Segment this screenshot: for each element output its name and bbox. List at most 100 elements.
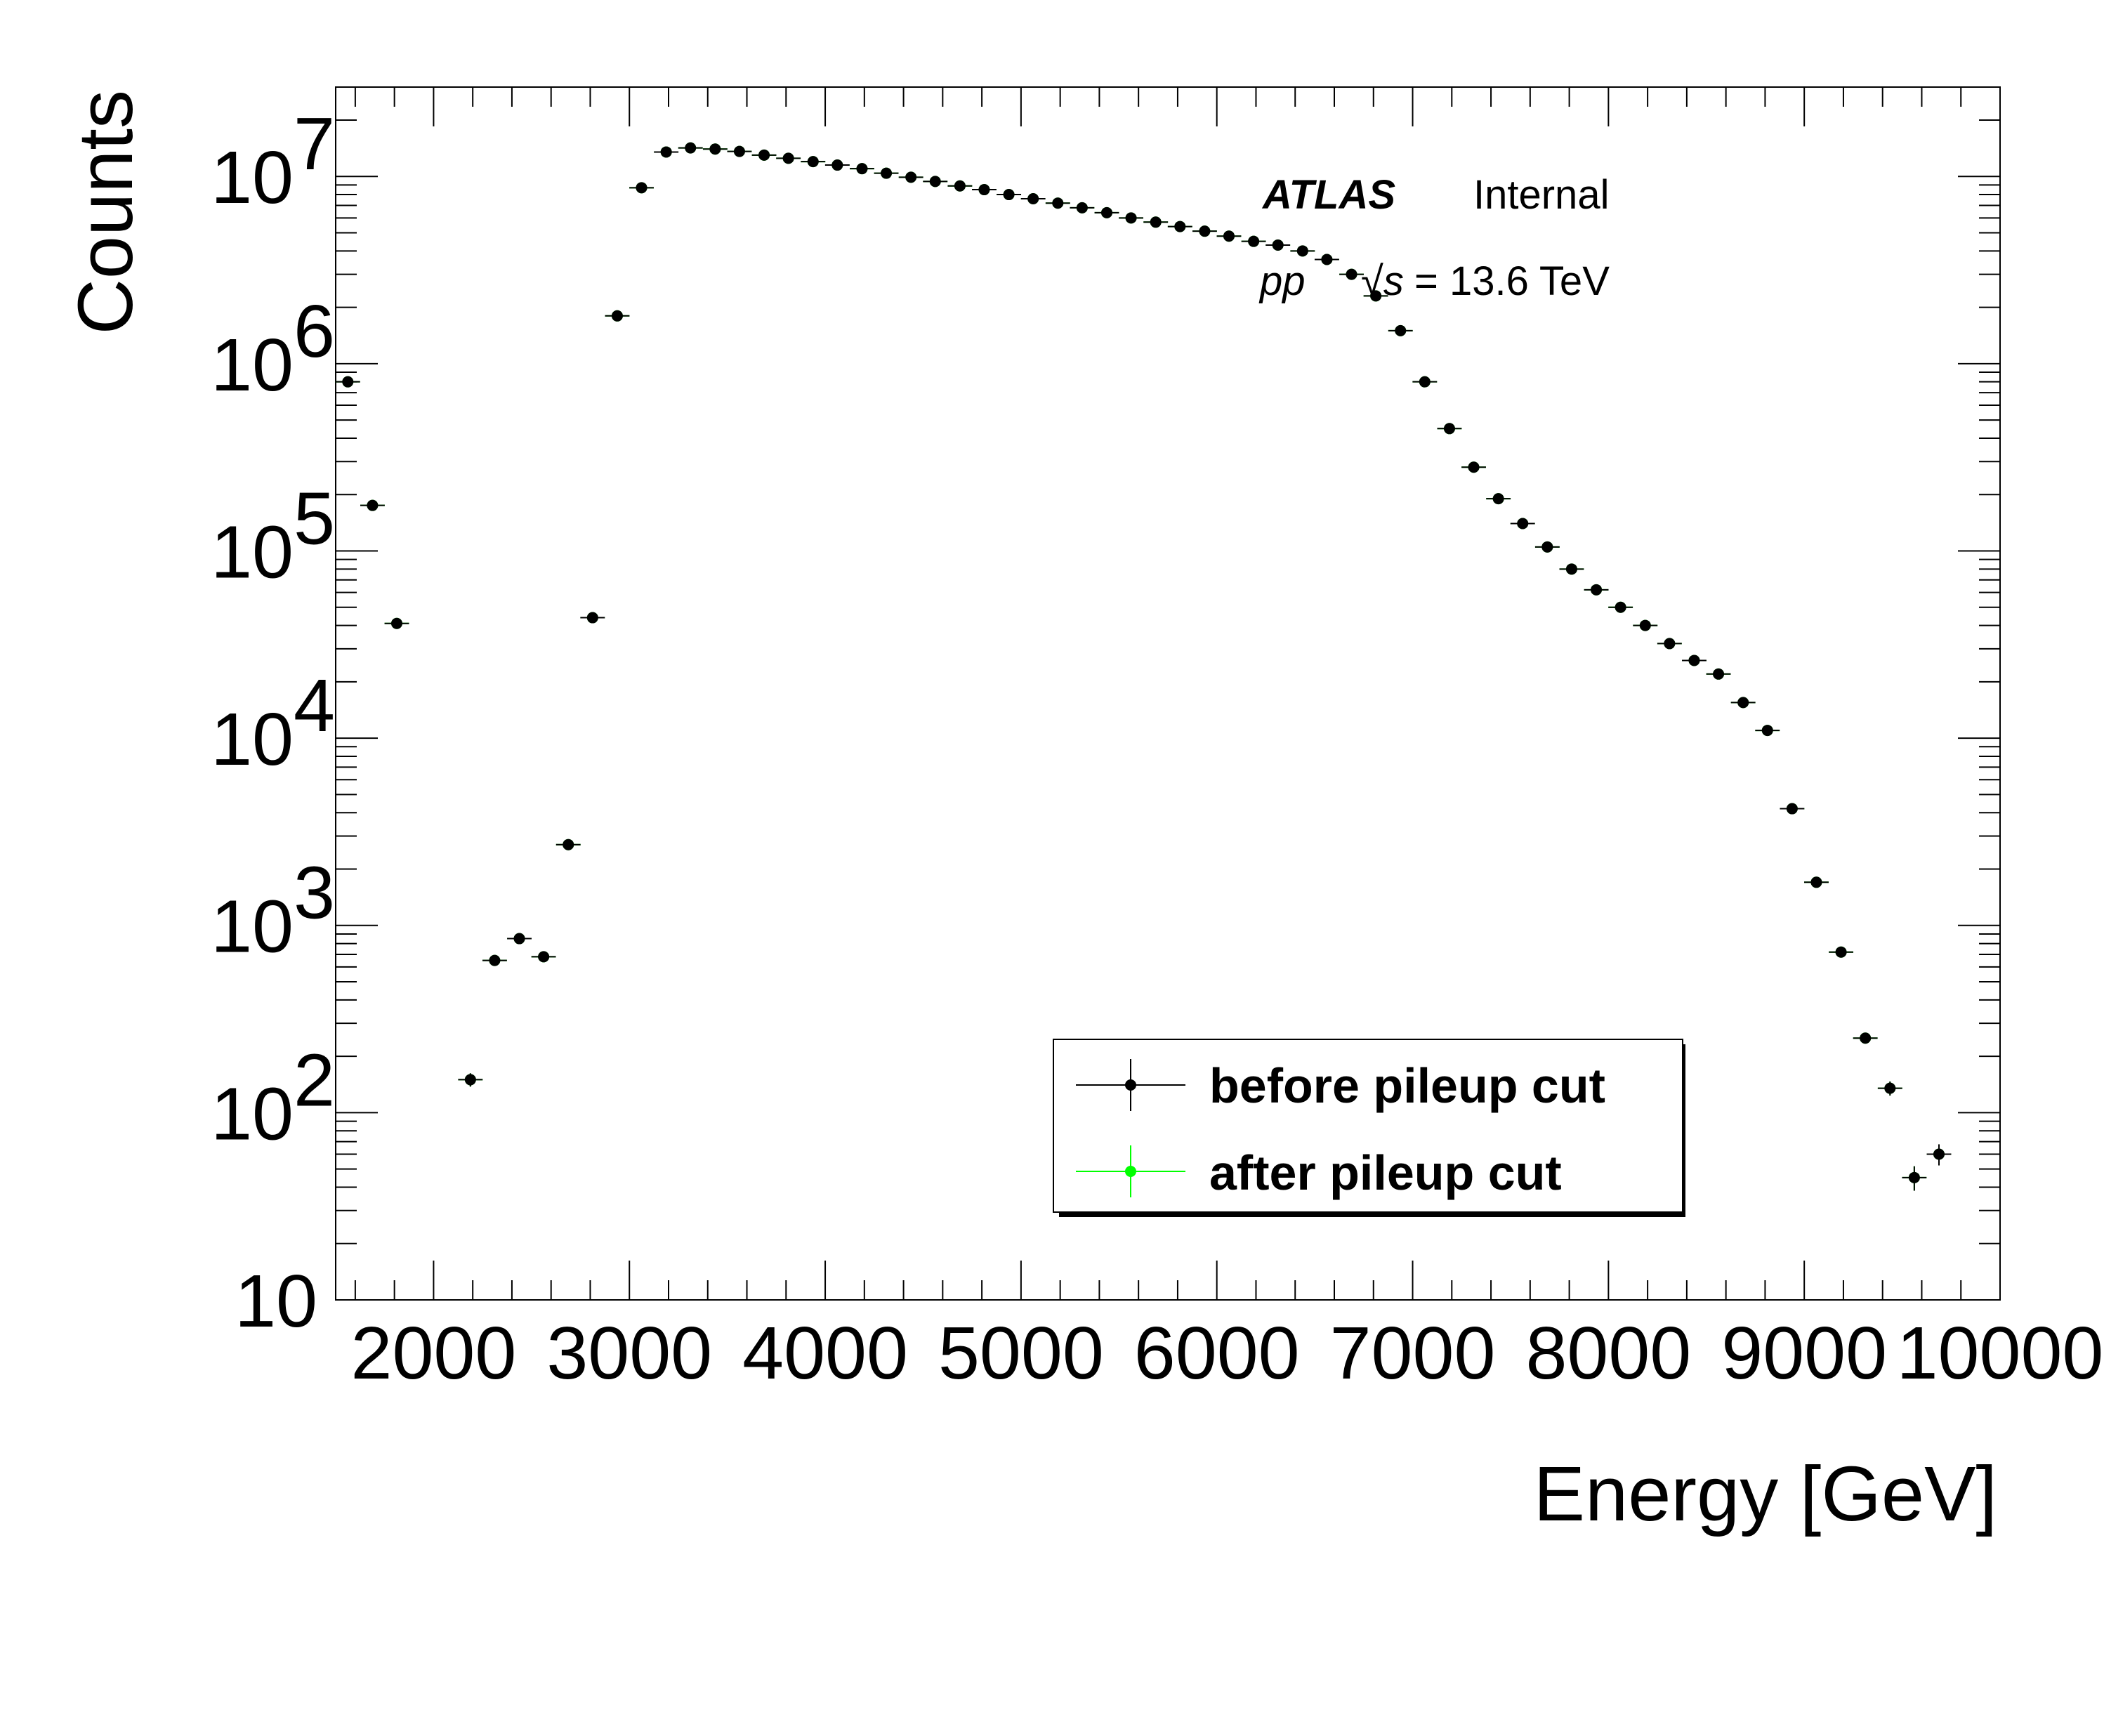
data-point [629,182,654,194]
point-marker [1835,946,1847,958]
y-tick-exponent: 7 [294,103,335,185]
y-tick-label: 10 7 [211,103,335,219]
point-marker [367,499,379,511]
data-point [458,1073,483,1087]
data-point [1902,1166,1927,1191]
data-point [1633,619,1658,631]
process-label: pp [1258,258,1306,304]
data-point [1682,655,1707,666]
data-point [678,142,703,154]
data-point [1657,638,1682,650]
point-marker [1027,192,1039,204]
series-before-pileup-cut [335,142,1952,1191]
point-marker [489,954,501,966]
point-marker [1908,1171,1920,1183]
legend-label-after: after pileup cut [1209,1145,1562,1200]
y-tick-label: 10 3 [211,852,335,968]
data-point [1559,563,1584,575]
y-tick-base: 10 [211,511,294,593]
data-point [1412,376,1438,388]
point-marker [1346,268,1357,280]
data-point [1143,216,1169,228]
point-marker [1003,189,1015,201]
point-marker [685,142,697,154]
data-point [1339,268,1364,280]
point-marker [1565,563,1577,575]
point-marker [1492,493,1504,505]
point-marker [586,612,598,624]
data-point [1730,697,1756,709]
x-tick-label: 2000 [351,1312,517,1395]
point-marker [709,143,721,155]
data-point [555,839,581,850]
y-tick-base: 10 [211,886,294,968]
x-tick-label: 4000 [742,1312,908,1395]
series-after-pileup-cut [335,142,1952,1191]
data-point [1608,601,1633,613]
point-marker [1761,725,1773,737]
x-tick-label: 8000 [1525,1312,1691,1395]
data-point [997,189,1022,201]
point-marker [881,167,893,179]
data-point [1853,1032,1878,1044]
x-tick-label: 10000 [1897,1312,2104,1395]
point-marker [1933,1148,1945,1160]
data-point [1461,461,1486,473]
point-marker [905,171,917,183]
y-tick-label: 10 4 [211,664,335,781]
y-tick-base: 10 [211,1072,294,1155]
point-marker [733,145,745,157]
point-marker [807,156,819,168]
data-point [1094,206,1119,218]
atlas-label: ATLAS Internal pp √s = 13.6 TeV [1258,172,1610,304]
data-point [824,159,850,171]
x-tick-label: 7000 [1330,1312,1496,1395]
data-point [1020,192,1046,204]
point-marker [1150,216,1162,228]
data-point [1755,725,1780,737]
data-point [605,310,630,322]
y-tick-exponent: 4 [294,664,335,747]
data-point [507,933,532,945]
point-marker [978,184,990,196]
y-tick-label: 10 [235,1260,317,1343]
data-point [1534,541,1560,553]
data-point [1314,254,1339,265]
data-point [947,180,973,192]
data-point [384,617,409,629]
legend-box [1053,1039,1683,1213]
y-tick-base: 10 [211,698,294,781]
x-tick-labels: 2000 3000 4000 5000 6000 7000 8000 9000 10000 [351,1312,2104,1395]
point-marker [636,182,647,194]
data-point [1192,225,1217,237]
data-point [1486,493,1511,505]
point-marker [1664,638,1676,650]
point-marker [1395,324,1407,336]
y-tick-label: 10 2 [211,1039,335,1155]
data-point [1119,212,1144,224]
atlas-experiment-label: ATLAS [1261,172,1395,218]
y-tick-label: 10 6 [211,290,335,407]
data-point [1877,1081,1902,1096]
legend-label-before: before pileup cut [1209,1058,1605,1113]
legend-marker-before [1076,1059,1185,1111]
data-point [360,499,385,511]
point-marker [1052,197,1064,209]
x-tick-label: 6000 [1134,1312,1300,1395]
data-point [1388,324,1413,336]
data-point [580,612,605,624]
x-tick-label: 5000 [938,1312,1104,1395]
y-tick-exponent: 3 [294,852,335,935]
data-point [482,954,507,966]
data-point [1584,584,1609,596]
data-point [1265,239,1291,251]
data-point [1780,803,1805,815]
x-tick-label: 9000 [1721,1312,1887,1395]
point-marker [563,839,574,850]
point-marker [1199,225,1211,237]
point-marker [1810,876,1822,888]
atlas-status-label: Internal [1473,172,1609,218]
data-point [850,163,874,175]
point-marker [342,376,354,388]
